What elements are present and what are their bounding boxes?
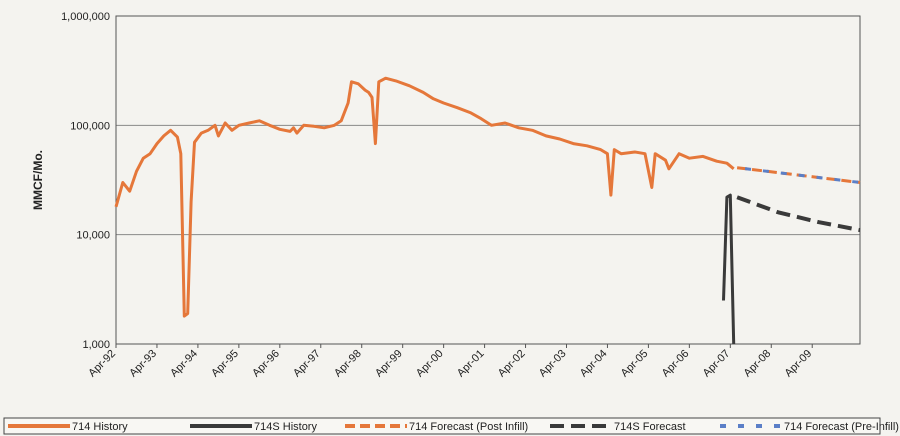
x-tick-label: Apr-95 [209, 348, 241, 380]
legend-label: 714 History [72, 421, 128, 433]
y-axis-ticks: 1,000 10,000 100,000 1,000,000 [61, 11, 110, 351]
y-axis-label: MMCF/Mo. [31, 150, 45, 210]
x-tick-label: Apr-93 [127, 348, 159, 380]
x-tick-label: Apr-05 [619, 348, 651, 380]
x-tick-label: Apr-03 [537, 348, 569, 380]
grid-lines [116, 15, 860, 345]
x-tick-label: Apr-04 [578, 348, 610, 380]
plot-area-frame [115, 15, 861, 345]
legend-label: 714 Forecast (Pre-Infill) [784, 421, 899, 433]
x-axis-ticks: Apr-92 Apr-93 Apr-94 Apr-95 Apr-96 Apr-97 Apr-… [86, 344, 814, 379]
series-line-714-forecast-post-infill [736, 166, 861, 184]
legend-box [3, 417, 881, 435]
x-tick-label: Apr-97 [291, 348, 323, 380]
x-tick-label: Apr-99 [373, 348, 405, 380]
x-tick-label: Apr-96 [250, 348, 282, 380]
x-tick-label: Apr-00 [414, 348, 446, 380]
x-tick-label: Apr-08 [742, 348, 774, 380]
legend-label: 714S Forecast [614, 421, 686, 433]
x-tick-label: Apr-94 [168, 348, 200, 380]
y-tick-label: 1,000 [82, 339, 110, 351]
y-tick-label: 100,000 [70, 120, 110, 132]
series-line-714-forecast-pre-infill [736, 166, 861, 184]
x-tick-label: Apr-92 [86, 348, 118, 380]
series-line-714s-forecast [736, 195, 861, 233]
legend: 714 History 714S History 714 Forecast (Pos… [8, 421, 899, 433]
series-line-714s-history [722, 193, 736, 345]
x-tick-label: Apr-02 [496, 348, 528, 380]
x-tick-label: Apr-98 [332, 348, 364, 380]
x-tick-label: Apr-09 [782, 348, 814, 380]
y-tick-label: 10,000 [76, 230, 110, 242]
x-tick-label: Apr-07 [701, 348, 733, 380]
legend-label: 714S History [254, 421, 317, 433]
series-line-714-history [114, 76, 735, 318]
series-lines [114, 76, 861, 345]
y-tick-label: 1,000,000 [61, 11, 110, 23]
x-tick-label: Apr-01 [455, 348, 487, 380]
legend-label: 714 Forecast (Post Infill) [409, 421, 528, 433]
x-tick-label: Apr-06 [660, 348, 692, 380]
